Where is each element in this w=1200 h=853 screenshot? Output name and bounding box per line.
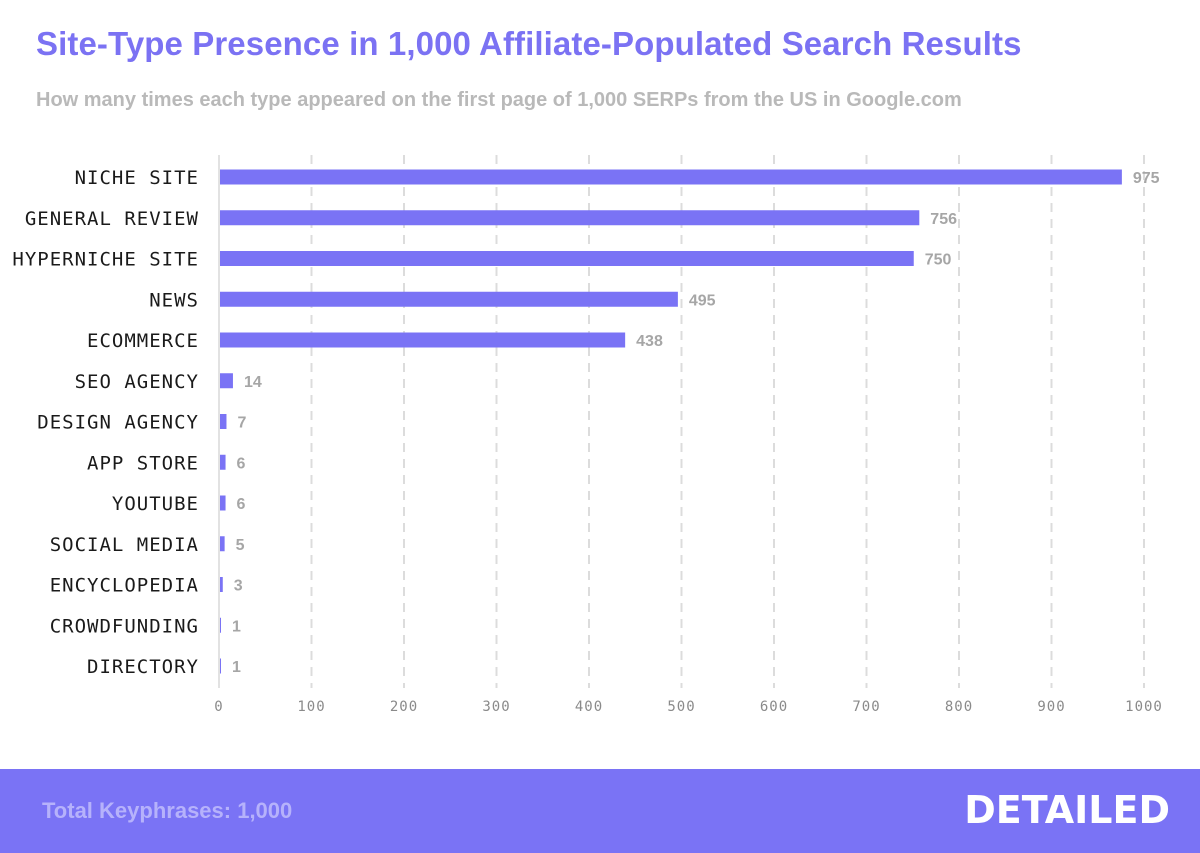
- category-label: SOCIAL MEDIA: [50, 534, 199, 556]
- category-label: NEWS: [149, 289, 199, 311]
- bar: [220, 536, 225, 552]
- bar: [220, 291, 678, 307]
- category-label: DIRECTORY: [87, 656, 199, 678]
- x-tick-label: 500: [667, 699, 695, 715]
- bar: [220, 495, 226, 511]
- value-label: 1: [232, 618, 241, 635]
- category-label: GENERAL REVIEW: [25, 208, 199, 230]
- value-label: 7: [237, 415, 246, 432]
- category-label: CROWDFUNDING: [50, 615, 199, 637]
- x-tick-label: 900: [1037, 699, 1065, 715]
- x-tick-label: 600: [760, 699, 788, 715]
- bar: [220, 577, 223, 592]
- category-label: SEO AGENCY: [75, 371, 199, 393]
- value-label: 750: [925, 252, 952, 269]
- value-labels: 975 756 750 495 438 14 7 6 6 5 3 1 1: [232, 170, 1160, 676]
- category-label: HYPERNICHE SITE: [12, 249, 199, 271]
- x-tick-label: 300: [482, 699, 510, 715]
- bar: [220, 617, 221, 633]
- x-tick-label: 1000: [1125, 699, 1163, 715]
- x-tick-label: 400: [575, 699, 603, 715]
- bar: [220, 251, 914, 266]
- bar: [220, 414, 227, 429]
- value-label: 495: [689, 292, 716, 309]
- x-tick-label: 100: [297, 699, 325, 715]
- category-label: DESIGN AGENCY: [37, 412, 199, 434]
- grid-lines: [310, 155, 1145, 688]
- x-tick-label: 700: [852, 699, 880, 715]
- category-label: ECOMMERCE: [87, 330, 199, 352]
- value-label: 6: [237, 455, 246, 472]
- value-label: 438: [636, 333, 663, 350]
- category-label: YOUTUBE: [112, 493, 199, 515]
- chart-title: Site-Type Presence in 1,000 Affiliate-Po…: [36, 25, 1022, 62]
- bar: [220, 169, 1122, 185]
- value-label: 3: [234, 578, 243, 595]
- bar: [220, 210, 920, 226]
- bar: [220, 373, 233, 389]
- bars: [220, 169, 1122, 674]
- value-label: 5: [236, 537, 245, 554]
- value-label: 756: [930, 211, 957, 228]
- value-label: 6: [237, 496, 246, 513]
- x-tick-label: 200: [390, 699, 418, 715]
- category-label: NICHE SITE: [75, 167, 199, 189]
- bar-chart: NICHE SITE GENERAL REVIEW HYPERNICHE SITE N…: [12, 155, 1163, 715]
- category-label: ENCYCLOPEDIA: [50, 575, 199, 597]
- x-tick-label: 0: [214, 699, 223, 715]
- bar: [220, 332, 626, 348]
- total-keyphrases-note: Total Keyphrases: 1,000: [42, 798, 293, 823]
- category-label: APP STORE: [87, 452, 199, 474]
- bar: [220, 454, 226, 470]
- bar: [220, 658, 221, 674]
- value-label: 975: [1133, 170, 1160, 187]
- value-label: 1: [232, 659, 241, 676]
- chart-subtitle: How many times each type appeared on the…: [36, 89, 962, 111]
- x-axis-ticks: 0 100 200 300 400 500 600 700 800 900 1000: [214, 699, 1163, 715]
- category-labels: NICHE SITE GENERAL REVIEW HYPERNICHE SITE N…: [12, 167, 199, 678]
- value-label: 14: [244, 374, 262, 391]
- brand-logo: DETAILED: [964, 788, 1170, 832]
- x-tick-label: 800: [945, 699, 973, 715]
- footer-bar: Total Keyphrases: 1,000 DETAILED: [0, 769, 1200, 853]
